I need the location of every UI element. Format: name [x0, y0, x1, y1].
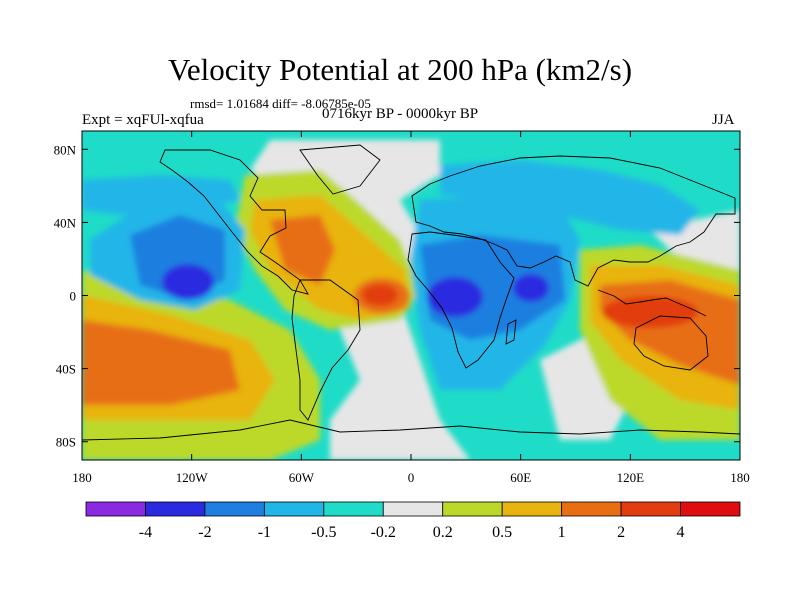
- colorbar-level-label: 1: [558, 524, 566, 541]
- colorbar-swatch: [263, 501, 325, 517]
- y-tick-label: 40S: [56, 362, 76, 377]
- season-label: JJA: [712, 112, 735, 128]
- field-neg-north-pacific: [82, 175, 240, 215]
- x-tick-label: 180: [72, 470, 92, 485]
- coast-greenland: [299, 144, 381, 195]
- x-tick-label: 60E: [510, 470, 531, 485]
- field-pos-atlantic-5: [362, 284, 398, 306]
- x-tick-label: 180: [730, 470, 750, 485]
- x-tick-label: 120W: [176, 470, 209, 485]
- colorbar-swatch: [442, 501, 503, 517]
- colorbar-swatch: [561, 501, 622, 517]
- chart-title: Velocity Potential at 200 hPa (km2/s): [167, 52, 633, 87]
- y-tick-label: 0: [70, 289, 77, 304]
- field-pos-indo-pacific-4: [602, 296, 698, 328]
- x-tick-label: 0: [408, 470, 415, 485]
- colorbar-level-label: 2: [617, 524, 625, 541]
- field-neg-east-pacific-3: [162, 264, 214, 300]
- colorbar-swatch: [501, 501, 563, 517]
- colorbar-swatch: [145, 501, 206, 517]
- colorbar-level-label: -2: [198, 524, 211, 541]
- colorbar-swatch: [323, 501, 384, 517]
- axis-ticks: 180 120W 60W 0 60E 120E 180 80N 40N 0 40S 80S: [54, 131, 750, 485]
- coast-south-america: [291, 279, 361, 421]
- colorbar-level-label: -4: [139, 524, 152, 541]
- experiment-label: Expt = xqFUl-xqfua: [82, 112, 204, 128]
- colorbar-level-label: 0.5: [492, 524, 512, 541]
- x-tick-label: 60W: [289, 470, 315, 485]
- colorbar-swatch: [382, 501, 444, 517]
- coast-north-america: [159, 149, 309, 295]
- coastlines: [82, 144, 740, 441]
- colorbar-swatch: [85, 501, 146, 517]
- colorbar-level-label: 4: [677, 524, 685, 541]
- colorbar-level-label: -1: [258, 524, 271, 541]
- x-tick-label: 120E: [617, 470, 645, 485]
- coast-antarctica: [82, 419, 740, 441]
- field-neg-indian-3: [513, 274, 549, 302]
- coast-madagascar: [505, 319, 517, 345]
- coast-eurasia: [411, 155, 736, 287]
- field-pos-south-pacific-3: [82, 320, 240, 405]
- coast-africa: [407, 231, 515, 369]
- period-label: 0716kyr BP - 0000kyr BP: [322, 106, 479, 122]
- colorbar: -4 -2 -1 -0.5 -0.2 0.2 0.5 1 2 4: [85, 501, 741, 541]
- y-tick-label: 80N: [54, 142, 77, 157]
- colorbar-level-label: 0.2: [433, 524, 453, 541]
- field-pos-atlantic-3: [270, 215, 335, 285]
- colorbar-swatch: [204, 501, 265, 517]
- stats-label: rmsd= 1.01684 diff= -8.06785e-05: [190, 96, 371, 111]
- field-layer: [82, 131, 740, 460]
- coast-indonesia: [597, 289, 707, 317]
- colorbar-level-label: -0.5: [311, 524, 336, 541]
- field-neg-north-asia: [440, 160, 700, 235]
- colorbar-level-label: -0.2: [371, 524, 396, 541]
- y-tick-label: 80S: [56, 435, 76, 450]
- colorbar-swatch: [680, 501, 741, 517]
- y-tick-label: 40N: [54, 215, 77, 230]
- field-neg-africa-3: [427, 277, 483, 317]
- colorbar-swatch: [620, 501, 681, 517]
- coast-australia: [633, 315, 709, 371]
